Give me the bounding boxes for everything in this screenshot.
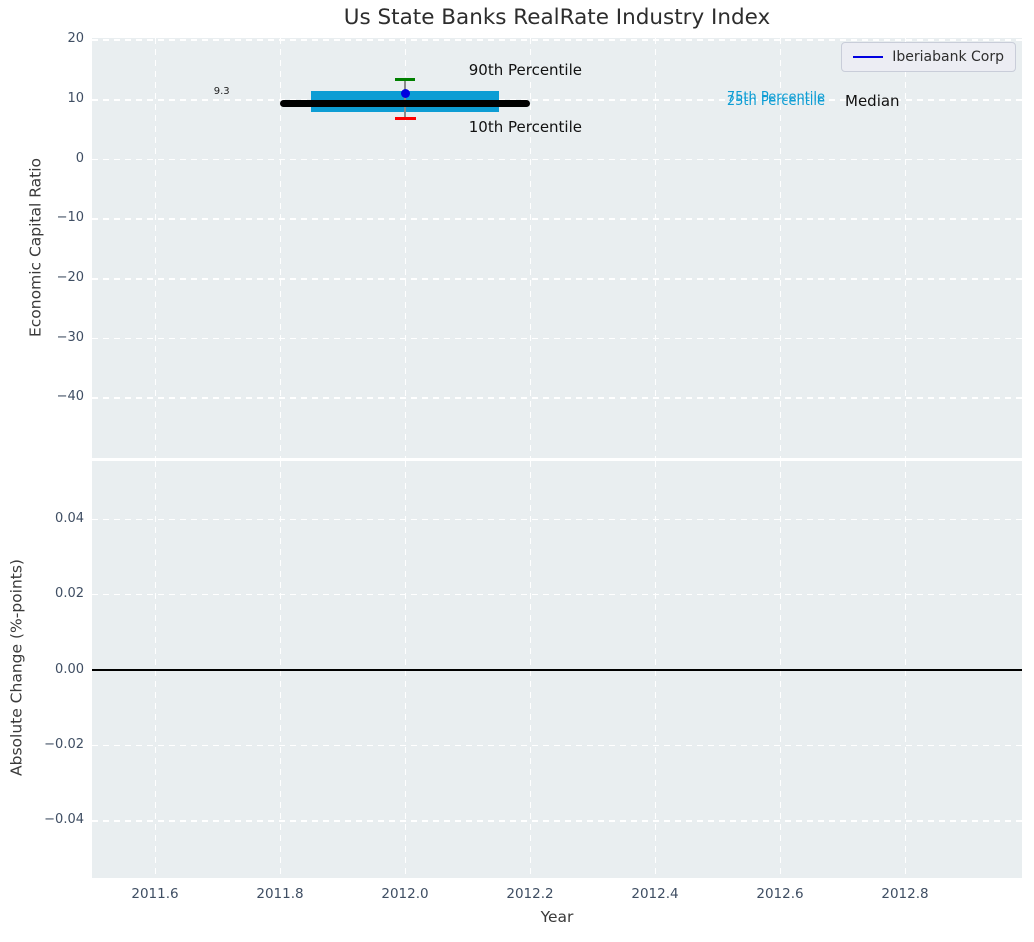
y-tick-label: 20 <box>67 31 84 47</box>
annotation-9-3: 9.3 <box>213 86 230 97</box>
x-gridline <box>655 38 657 458</box>
annotation-75th-percentile: 75th Percentile <box>726 90 826 105</box>
zero-line <box>92 668 1022 671</box>
p10-cap <box>395 117 416 121</box>
y-gridline <box>92 594 1022 596</box>
y-gridline <box>92 397 1022 399</box>
median-line <box>280 99 530 107</box>
y-tick-label: −0.02 <box>44 736 84 752</box>
x-gridline <box>905 38 907 458</box>
y-gridline <box>92 158 1022 161</box>
top-plot-area: Iberiabank Corp 90th Percentile 10th Perc… <box>92 38 1022 458</box>
x-tick-label: 2011.6 <box>131 886 179 902</box>
y-gridline <box>92 337 1022 340</box>
x-tick-label: 2012.4 <box>631 886 679 902</box>
legend: Iberiabank Corp <box>841 42 1016 72</box>
x-gridline <box>530 38 532 458</box>
x-gridline <box>405 38 407 458</box>
y-gridline <box>92 278 1022 280</box>
x-gridline <box>280 38 282 458</box>
x-tick-label: 2012.6 <box>756 886 804 902</box>
annotation-10th-percentile: 10th Percentile <box>468 118 582 137</box>
y-tick-label: −40 <box>56 389 84 405</box>
whisker-line <box>404 79 406 119</box>
legend-label: Iberiabank Corp <box>892 49 1004 65</box>
x-tick-label: 2012.8 <box>881 886 929 902</box>
x-gridline <box>155 38 157 458</box>
x-axis-label: Year <box>540 908 574 926</box>
chart-title: Us State Banks RealRate Industry Index <box>343 5 771 30</box>
annotation-median: Median <box>845 91 900 110</box>
y-tick-label: 0.04 <box>55 510 84 526</box>
annotation-25th-percentile: 25th Percentile <box>726 94 826 109</box>
x-tick-label: 2012.2 <box>506 886 554 902</box>
y-tick-label: 0.00 <box>55 661 84 677</box>
x-tick-label: 2012.0 <box>381 886 429 902</box>
legend-line-icon <box>853 55 884 59</box>
y-tick-label: −20 <box>56 270 84 286</box>
x-tick-label: 2011.8 <box>256 886 304 902</box>
x-gridline <box>780 38 782 458</box>
annotation-90th-percentile: 90th Percentile <box>468 61 582 80</box>
y-tick-label: 0.02 <box>55 586 84 602</box>
bottom-plot-area <box>92 461 1022 878</box>
y-tick-label: 0 <box>75 150 84 166</box>
y-tick-label: −30 <box>56 329 84 345</box>
y-gridline <box>92 518 1022 521</box>
y-tick-label: −10 <box>56 210 84 226</box>
y-gridline <box>92 99 1022 101</box>
y-gridline <box>92 218 1022 220</box>
p90-cap <box>395 77 415 81</box>
y-tick-label: −0.04 <box>44 812 84 828</box>
y-gridline <box>92 820 1022 822</box>
y-tick-label: 10 <box>67 91 84 107</box>
y-gridline <box>92 39 1022 41</box>
data-point-dot <box>400 88 410 98</box>
y-gridline <box>92 744 1022 747</box>
